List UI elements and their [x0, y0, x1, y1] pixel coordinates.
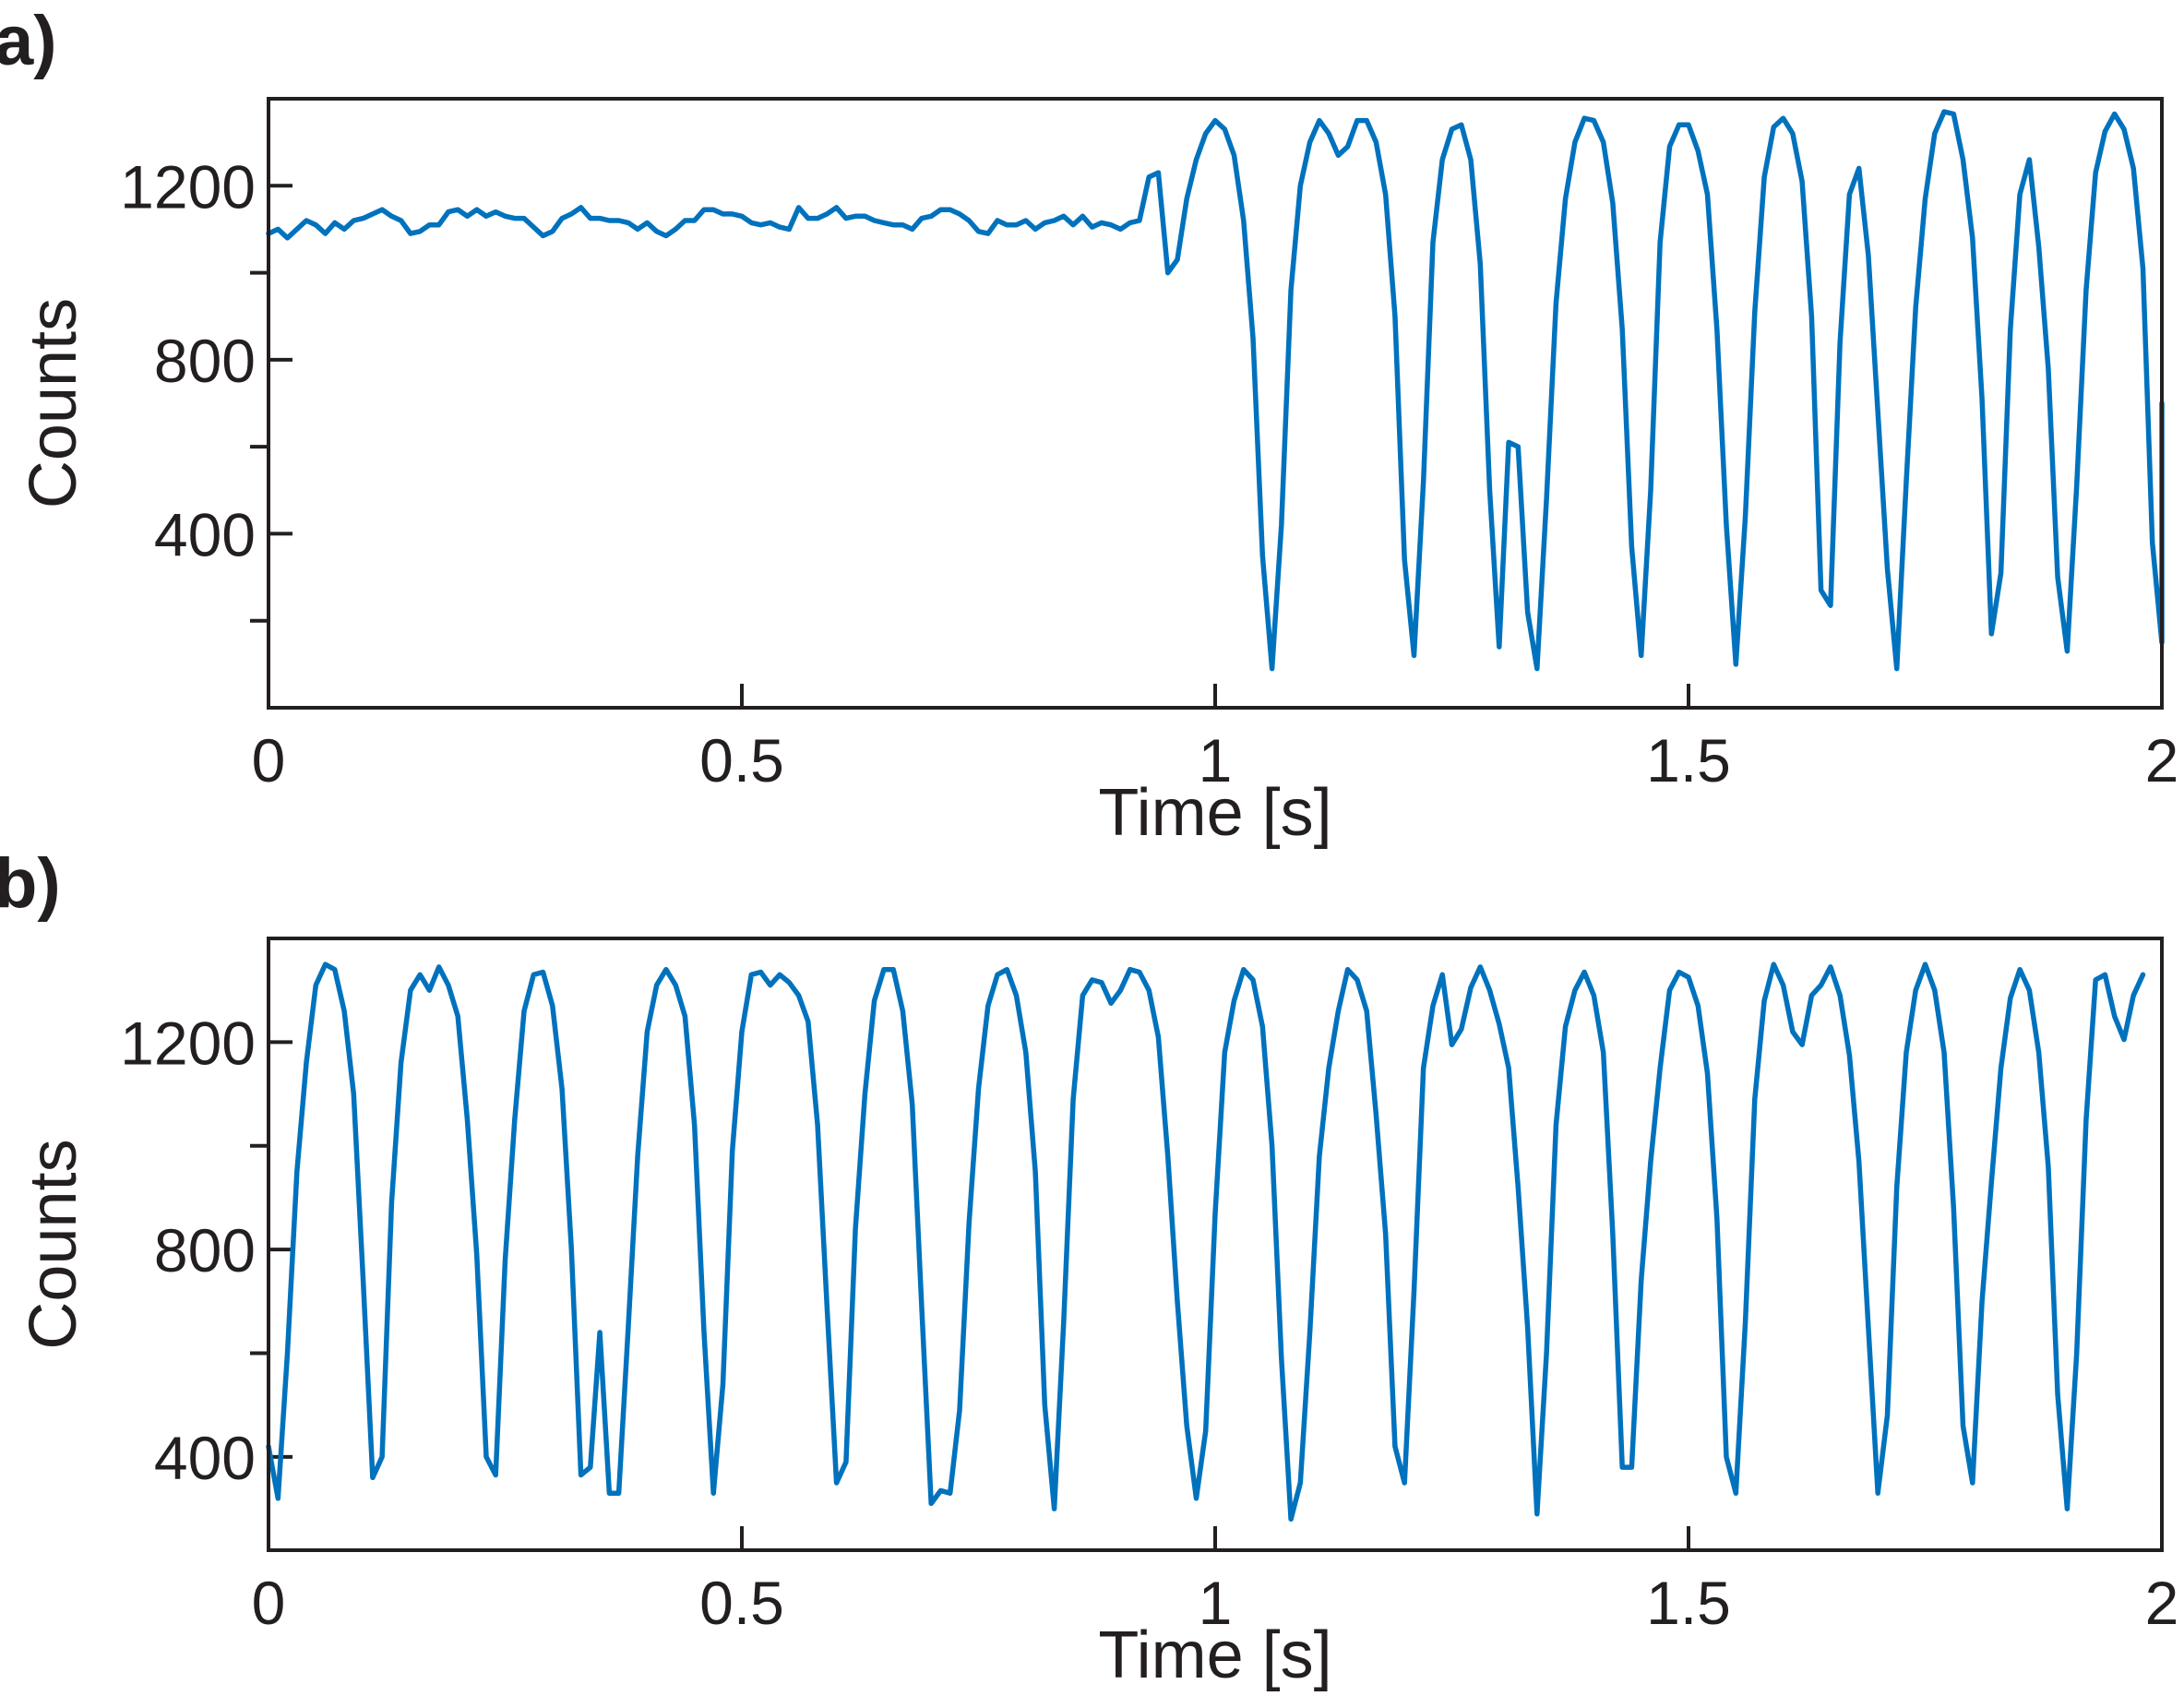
x-tick-label-a-2: 1 — [1199, 726, 1233, 794]
y-tick-label-a-0: 400 — [154, 500, 256, 568]
x-tick-label-b-2: 1 — [1199, 1569, 1233, 1637]
x-tick-label-a-1: 0.5 — [699, 726, 784, 794]
x-axis-title-a: Time [s] — [1098, 776, 1331, 850]
x-tick-label-b-4: 2 — [2145, 1569, 2179, 1637]
y-tick-label-b-1: 800 — [154, 1216, 256, 1284]
y-tick-label-a-1: 800 — [154, 327, 256, 395]
x-tick-label-b-1: 0.5 — [699, 1569, 784, 1637]
series-line-a — [266, 109, 2165, 672]
y-axis-title-b: Counts — [17, 1139, 90, 1349]
ticks-a — [250, 184, 2164, 708]
panel-label-b: b) — [0, 844, 61, 923]
x-tick-label-a-3: 1.5 — [1646, 726, 1731, 794]
x-tick-label-b-3: 1.5 — [1646, 1569, 1731, 1637]
plot-frame-a — [267, 97, 2164, 710]
y-tick-label-b-2: 1200 — [120, 1009, 256, 1077]
panel-b: b) 0 0.5 1 1.5 2 400 800 1200 Time [s] Counts — [0, 844, 2178, 1692]
y-tick-label-b-0: 400 — [154, 1424, 256, 1492]
panel-a: a) 0 0.5 1 1.5 2 400 800 1200 Time [s] Counts — [0, 2, 2178, 850]
x-axis-title-b: Time [s] — [1098, 1618, 1331, 1692]
x-tick-label-a-4: 2 — [2145, 726, 2179, 794]
x-tick-label-b-0: 0 — [252, 1569, 286, 1637]
y-axis-title-a: Counts — [17, 298, 90, 508]
panel-label-a: a) — [0, 2, 57, 80]
tick-labels-b: 0 0.5 1 1.5 2 400 800 1200 — [120, 1009, 2178, 1637]
x-tick-label-a-0: 0 — [252, 726, 286, 794]
plot-frame-b — [267, 937, 2164, 1552]
tick-labels-a: 0 0.5 1 1.5 2 400 800 1200 — [120, 152, 2178, 794]
series-line-b — [266, 961, 2146, 1523]
y-tick-label-a-2: 1200 — [120, 152, 256, 221]
